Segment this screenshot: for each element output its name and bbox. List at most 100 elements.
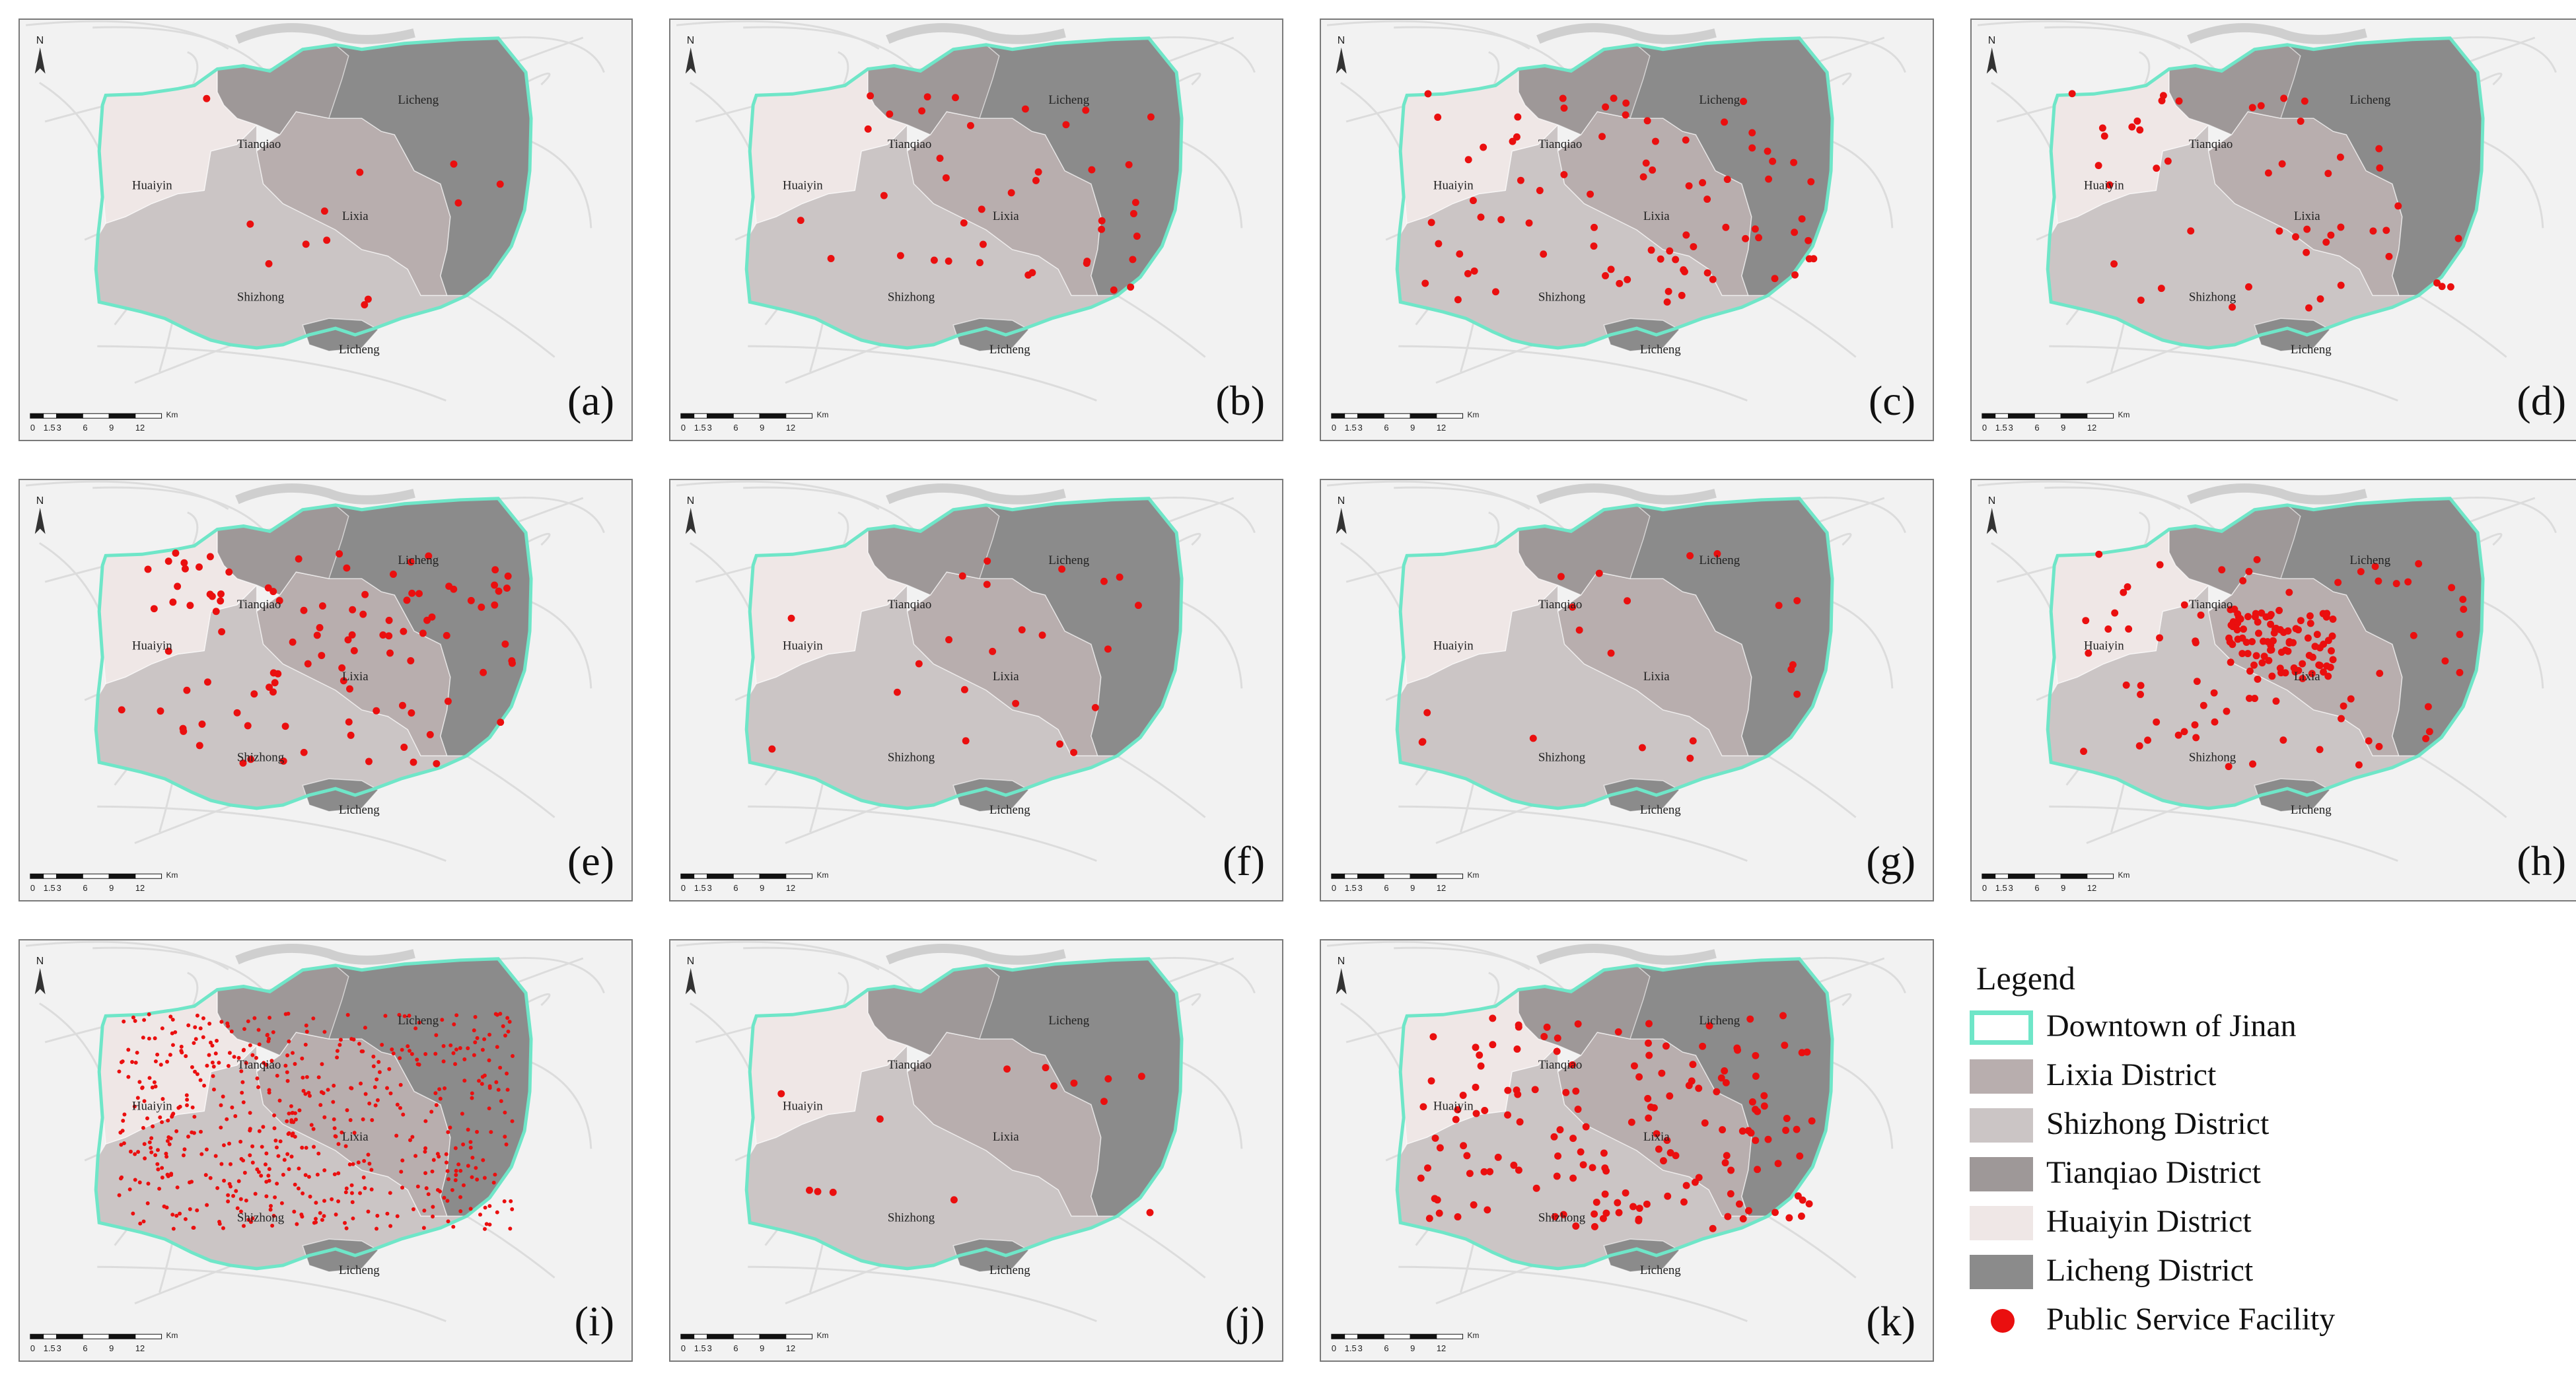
- facility-point: [204, 1147, 209, 1152]
- facility-point: [137, 1080, 142, 1084]
- facility-point: [2242, 639, 2250, 647]
- facility-point: [400, 1185, 405, 1190]
- facility-points: [1418, 550, 1801, 762]
- facility-point: [142, 1142, 147, 1147]
- facility-point: [1615, 1209, 1623, 1217]
- facility-point: [225, 568, 233, 576]
- facility-point: [1489, 1041, 1497, 1049]
- facility-point: [1760, 1102, 1768, 1110]
- facility-point: [367, 1161, 372, 1166]
- facility-point: [350, 647, 358, 654]
- facility-point: [232, 1055, 236, 1059]
- facility-point: [1754, 1166, 1762, 1174]
- scale-unit-label: Km: [1468, 1331, 1480, 1340]
- facility-point: [2255, 629, 2262, 637]
- facility-point: [423, 1149, 427, 1154]
- facility-point: [182, 1147, 187, 1152]
- facility-point: [1504, 1086, 1512, 1094]
- facility-point: [1791, 271, 1799, 279]
- facility-point: [2424, 703, 2432, 711]
- legend-swatch: [1970, 1010, 2033, 1045]
- facility-point: [334, 1134, 338, 1139]
- facility-point: [1805, 236, 1812, 244]
- facility-point: [336, 1142, 341, 1147]
- facility-point: [1104, 645, 1112, 653]
- facility-point: [2280, 94, 2288, 102]
- facility-point: [199, 1129, 203, 1134]
- facility-point: [193, 1025, 197, 1030]
- facility-point: [132, 1104, 137, 1109]
- facility-point: [322, 1168, 327, 1172]
- facility-point: [322, 1115, 327, 1119]
- facility-point: [797, 217, 805, 225]
- facility-points: [768, 557, 1142, 756]
- north-arrow-icon: N: [34, 495, 46, 534]
- facility-point: [2454, 234, 2462, 242]
- scale-unit-label: Km: [817, 870, 829, 880]
- district-label-licheng-south: Licheng: [989, 803, 1030, 817]
- facility-point: [2244, 613, 2252, 621]
- facility-point: [338, 1043, 342, 1047]
- facility-point: [193, 1069, 197, 1074]
- facility-point: [296, 1186, 301, 1191]
- facility-point: [2234, 635, 2242, 643]
- facility-point: [1709, 1224, 1717, 1232]
- facility-point: [1070, 1079, 1078, 1087]
- facility-point: [413, 1154, 418, 1158]
- facility-point: [444, 1152, 448, 1156]
- facility-point: [1110, 286, 1118, 294]
- facility-point: [246, 1019, 250, 1024]
- facility-point: [2297, 617, 2305, 625]
- facility-point: [467, 596, 475, 604]
- facility-point: [480, 1082, 484, 1086]
- facility-point: [157, 1186, 162, 1191]
- district-label-tianqiao: Tianqiao: [237, 598, 281, 612]
- facility-point: [289, 1104, 293, 1108]
- facility-point: [345, 1108, 349, 1112]
- facility-point: [1477, 213, 1485, 221]
- facility-point: [369, 1168, 374, 1172]
- facility-point: [942, 174, 950, 182]
- legend-swatch: [1970, 1255, 2033, 1289]
- facility-point: [1642, 159, 1650, 167]
- facility-point: [2248, 638, 2256, 646]
- facility-point: [285, 1070, 289, 1075]
- facility-point: [2246, 694, 2253, 702]
- facility-point: [168, 1014, 173, 1019]
- facility-point: [2316, 662, 2324, 670]
- facility-point: [226, 1199, 231, 1204]
- facility-point: [454, 1047, 458, 1052]
- district-licheng-south: [302, 318, 379, 352]
- facility-point: [315, 1172, 320, 1177]
- facility-point: [271, 1213, 276, 1218]
- facility-point: [186, 1023, 191, 1028]
- facility-point: [1781, 1042, 1789, 1049]
- facility-point: [181, 1153, 186, 1158]
- facility-point: [2299, 674, 2307, 682]
- facility-point: [1515, 1021, 1522, 1029]
- scale-tick-label: 6: [1384, 883, 1388, 893]
- facility-point: [1779, 1012, 1787, 1020]
- facility-point: [373, 707, 380, 715]
- facility-point: [150, 1085, 155, 1090]
- facility-point: [2264, 169, 2272, 177]
- facility-point: [164, 647, 172, 655]
- facility-point: [2238, 650, 2246, 658]
- facility-point: [191, 1226, 196, 1230]
- facility-point: [411, 1207, 415, 1212]
- facility-point: [2365, 737, 2373, 745]
- facility-point: [168, 1136, 173, 1141]
- facility-point: [286, 1011, 291, 1016]
- facility-point: [1797, 1213, 1805, 1220]
- facility-point: [153, 1084, 158, 1089]
- facility-point: [2085, 649, 2093, 657]
- facility-point: [1664, 287, 1672, 295]
- north-arrow-icon: N: [1986, 35, 1997, 74]
- facility-point: [434, 1033, 439, 1038]
- facility-point: [2347, 695, 2355, 703]
- facility-point: [226, 1064, 231, 1068]
- facility-point: [504, 1142, 509, 1147]
- facility-point: [192, 1041, 196, 1045]
- facility-point: [1682, 136, 1690, 144]
- facility-point: [1727, 1190, 1735, 1198]
